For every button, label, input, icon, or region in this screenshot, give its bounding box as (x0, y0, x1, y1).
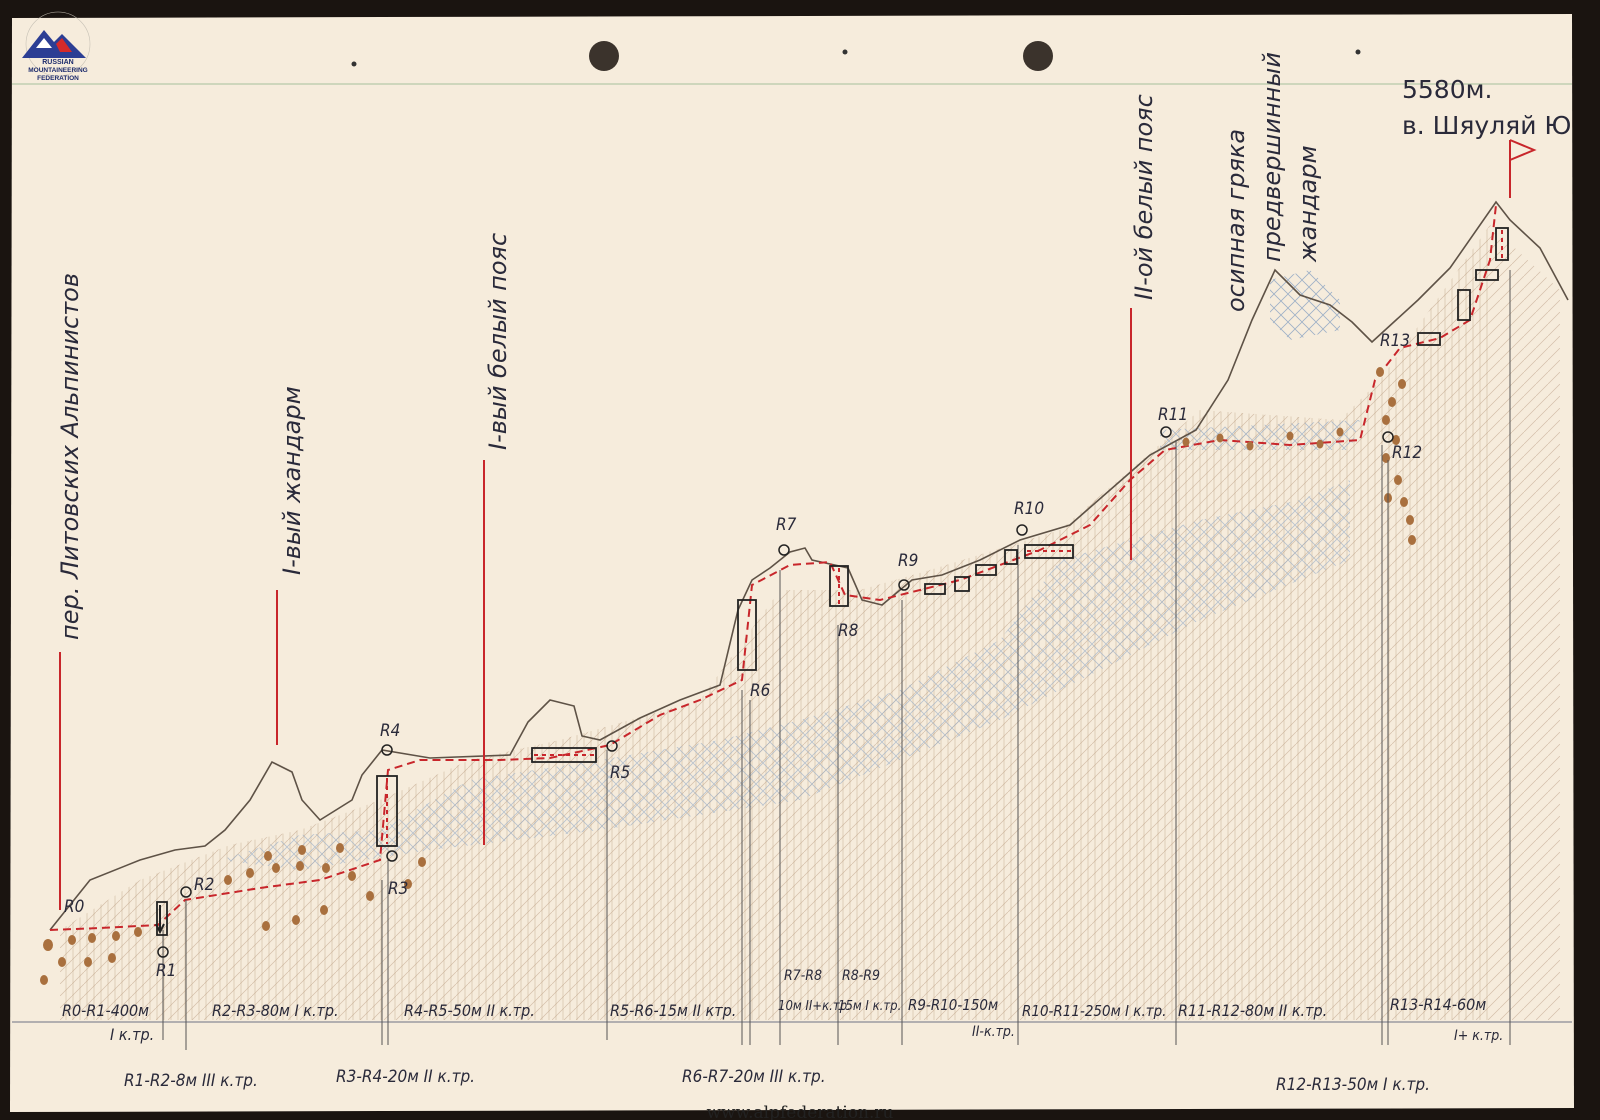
section-label: R13-R14-60м (1390, 995, 1486, 1014)
point-label: R4 (380, 721, 400, 741)
section-grade: I+ к.тр. (1454, 1028, 1503, 1044)
scree-marks (40, 367, 1416, 985)
section-label: R2-R3-80м I к.тр. (212, 1001, 339, 1020)
section-label: R0-R1-400м (62, 1001, 149, 1020)
pin-mark (1355, 49, 1361, 55)
punch-hole-left (589, 41, 619, 71)
point-label: R10 (1014, 499, 1044, 519)
point-label: R5 (610, 763, 630, 783)
section-label: R8-R9 (842, 968, 880, 984)
zone-label-white-belt1: I-вый белый пояс (484, 233, 512, 450)
logo-line3: FEDERATION (37, 75, 79, 82)
section-label: R9-R10-150м (908, 996, 998, 1014)
point-label: R8 (838, 621, 859, 641)
section-label: R1-R2-8м III к.тр. (124, 1071, 258, 1091)
zone-label-white-belt2: II-ой белый пояс (1130, 94, 1158, 300)
summit-flag-icon (1509, 139, 1537, 198)
point-label: R12 (1392, 443, 1422, 463)
station-labels: R0 R1 R2 R3 R4 R5 R6 R7 R8 R9 R10 R11 R1… (64, 331, 1422, 981)
section-grade: I к.тр. (110, 1025, 154, 1044)
pitch-box-route (386, 230, 1503, 844)
section-label: R6-R7-20м III к.тр. (682, 1067, 826, 1087)
section-label: R7-R8 (784, 968, 822, 984)
point-label: R13 (1380, 331, 1410, 351)
zone-label-ridge: осипная гряка (1222, 129, 1250, 312)
section-labels-bottom: R1-R2-8м III к.тр. R3-R4-20м II к.тр. R6… (124, 1067, 1430, 1095)
zone-markers (59, 308, 1132, 910)
section-grade: II-к.тр. (972, 1024, 1015, 1040)
point-label: R11 (1158, 405, 1188, 425)
section-labels-top: R0-R1-400м I к.тр. R2-R3-80м I к.тр. R4-… (62, 968, 1503, 1044)
zone-label-gendarme1: I-вый жандарм (278, 386, 306, 575)
down-arrow-icon (155, 905, 165, 935)
section-grade: 15м I к.тр. (838, 999, 901, 1014)
summit-height: 5580м. (1402, 75, 1492, 104)
pitch-boxes (156, 227, 1509, 936)
ridge-profile-line (49, 200, 1569, 931)
section-grade: 10м II+к.тр. (778, 999, 851, 1014)
zone-label-pre-summit: предвершинный (1258, 52, 1286, 262)
pin-mark (842, 49, 848, 55)
section-label: R11-R12-80м II к.тр. (1178, 1001, 1327, 1020)
anchor-icons (157, 426, 1394, 958)
section-label: R4-R5-50м II к.тр. (404, 1001, 535, 1020)
federation-logo: RUSSIAN MOUNTAINEERING FEDERATION (22, 11, 91, 82)
summit-name: в. Шяуляй Ю (1402, 111, 1571, 140)
zone-label-pass: пер. Литовских Альпинистов (56, 273, 84, 640)
logo-line1: RUSSIAN (42, 59, 74, 66)
terrain-shading (60, 225, 1560, 1020)
section-label: R12-R13-50м I к.тр. (1276, 1075, 1430, 1095)
section-label: R10-R11-250м I к.тр. (1022, 1002, 1166, 1020)
point-label: R2 (194, 875, 214, 895)
logo-line2: MOUNTAINEERING (28, 67, 87, 74)
point-label: R6 (750, 681, 771, 701)
zone-labels: пер. Литовских Альпинистов I-вый жандарм… (56, 52, 1322, 640)
point-label: R9 (898, 551, 918, 571)
footer-url: www.alpfederation.ru (707, 1103, 894, 1120)
pin-mark (351, 61, 357, 67)
punch-hole-right (1023, 41, 1053, 71)
point-label: R0 (64, 897, 84, 917)
station-markers (162, 270, 1511, 1050)
point-label: R7 (776, 515, 797, 535)
point-label: R3 (388, 879, 408, 899)
zone-label-gendarme2: жандарм (1294, 145, 1322, 263)
point-label: R1 (156, 961, 176, 981)
section-label: R3-R4-20м II к.тр. (336, 1067, 475, 1087)
section-label: R5-R6-15м II ктр. (610, 1001, 736, 1020)
